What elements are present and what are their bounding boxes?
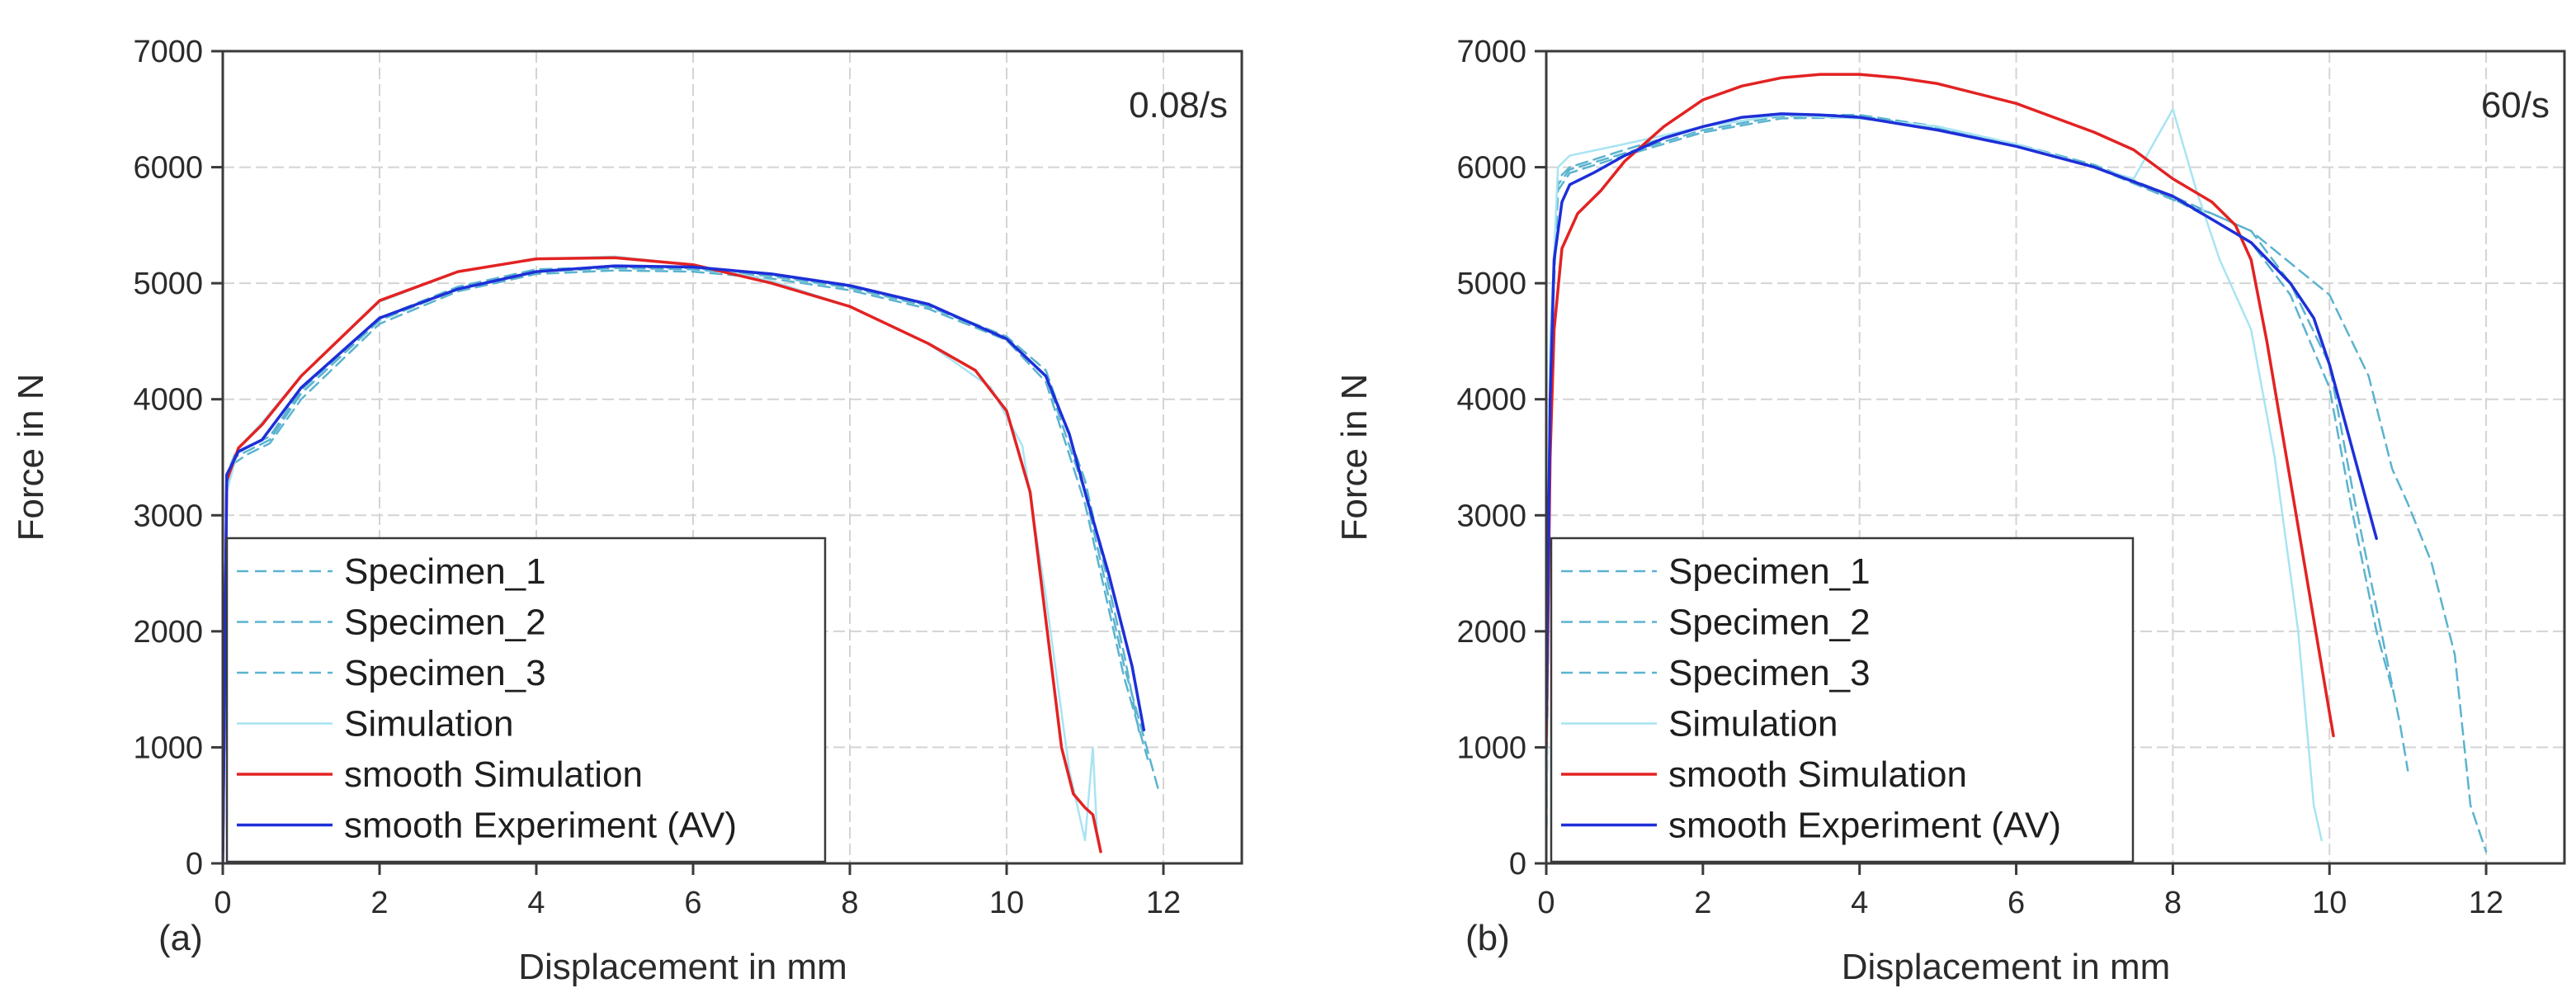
x-tick-label: 10 xyxy=(989,886,1024,920)
legend-label: smooth Experiment (AV) xyxy=(344,806,737,846)
panel-label: (a) xyxy=(158,918,203,958)
legend-label: smooth Experiment (AV) xyxy=(1668,806,2061,846)
plot-frame xyxy=(221,50,1243,865)
legend-label: Specimen_2 xyxy=(344,603,546,643)
y-tick-label: 2000 xyxy=(1456,615,1526,650)
legend: Specimen_1 Specimen_2 Specimen_3 Simulation… xyxy=(1550,537,2135,863)
panel-b: 0 2 4 6 8 10 12 0 1000 2000 3000 4000 5000 6000 7000 Di… xyxy=(1334,35,2566,987)
legend-label: Simulation xyxy=(1668,704,1838,745)
y-tick-label: 7000 xyxy=(1456,35,1526,69)
y-tick-label: 4000 xyxy=(1456,383,1526,418)
legend-label: smooth Simulation xyxy=(344,754,643,795)
x-tick-label: 8 xyxy=(2164,886,2182,920)
x-tick-label: 4 xyxy=(527,886,545,920)
series-line-specimen-1 xyxy=(1546,114,2488,863)
y-tick-label: 0 xyxy=(1509,847,1526,882)
panel-a: 0 2 4 6 8 10 12 0 1000 2000 3000 4000 5000 6000 7000 Di… xyxy=(11,35,1243,987)
series-group xyxy=(1546,73,2488,863)
series-group xyxy=(223,255,1161,863)
y-axis-title: Force in N xyxy=(11,374,51,541)
legend-label: Specimen_3 xyxy=(1668,653,1871,693)
y-tick-label: 3000 xyxy=(133,499,203,533)
y-tick-label: 5000 xyxy=(1456,267,1526,301)
series-line-smooth-experiment-av xyxy=(223,264,1146,863)
series-line-smooth-simulation xyxy=(1546,73,2335,749)
panel-label: (b) xyxy=(1465,918,1510,958)
plot-frame xyxy=(1545,50,2566,865)
y-tick-label: 6000 xyxy=(133,151,203,186)
x-tick-label: 0 xyxy=(214,886,231,920)
x-tick-label: 2 xyxy=(1694,886,1711,920)
legend-label: smooth Simulation xyxy=(1668,754,1967,795)
legend-label: Specimen_1 xyxy=(1668,551,1871,592)
y-tick-label: 2000 xyxy=(133,615,203,650)
x-axis-title: Displacement in mm xyxy=(1842,947,2171,987)
x-axis-title: Displacement in mm xyxy=(518,947,847,987)
strain-rate-annotation: 60/s xyxy=(2481,85,2550,125)
x-tick-label: 6 xyxy=(2007,886,2025,920)
strain-rate-annotation: 0.08/s xyxy=(1129,85,1228,125)
legend-label: Simulation xyxy=(344,704,513,745)
y-tick-label: 1000 xyxy=(133,730,203,765)
series-line-specimen-2 xyxy=(223,269,1149,863)
legend: Specimen_1 Specimen_2 Specimen_3 Simulation… xyxy=(225,537,827,863)
x-tick-label: 8 xyxy=(841,886,858,920)
y-tick-label: 0 xyxy=(186,847,203,882)
series-line-smooth-simulation xyxy=(223,256,1102,853)
x-tick-label: 0 xyxy=(1537,886,1555,920)
y-axis-title: Force in N xyxy=(1334,374,1375,541)
x-tick-label: 6 xyxy=(684,886,701,920)
y-tick-label: 6000 xyxy=(1456,151,1526,186)
y-tick-label: 4000 xyxy=(133,383,203,418)
x-tick-label: 2 xyxy=(370,886,388,920)
y-tick-label: 5000 xyxy=(133,267,203,301)
legend-box xyxy=(1550,537,2135,863)
legend-label: Specimen_1 xyxy=(344,551,546,592)
x-tick-label: 12 xyxy=(1146,886,1181,920)
series-line-smooth-experiment-av xyxy=(1546,112,2378,726)
legend-box xyxy=(225,537,827,863)
x-tick-label: 12 xyxy=(2469,886,2503,920)
legend-label: Specimen_3 xyxy=(344,653,546,693)
x-tick-label: 4 xyxy=(1851,886,1868,920)
y-tick-label: 1000 xyxy=(1456,730,1526,765)
y-tick-label: 3000 xyxy=(1456,499,1526,533)
y-tick-label: 7000 xyxy=(133,35,203,69)
legend-label: Specimen_2 xyxy=(1668,603,1871,643)
x-tick-label: 10 xyxy=(2312,886,2347,920)
